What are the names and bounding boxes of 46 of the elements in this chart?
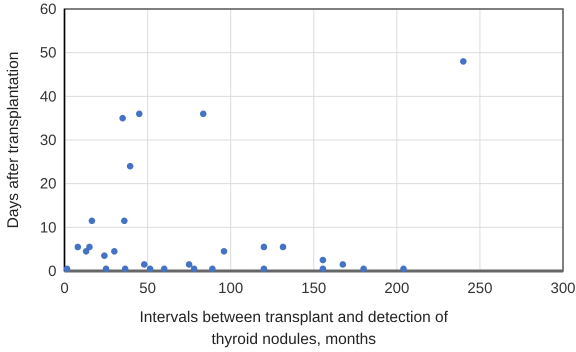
y-tick-label: 20 <box>40 176 56 193</box>
point <box>260 244 268 250</box>
point <box>400 266 407 272</box>
x-tick-label: 300 <box>550 280 576 297</box>
y-axis-title: Days after transplantation <box>5 52 22 228</box>
point <box>220 248 228 255</box>
point <box>146 266 154 272</box>
point <box>111 248 118 255</box>
point <box>102 266 110 272</box>
point <box>160 266 168 272</box>
point <box>186 261 192 268</box>
point <box>320 266 326 272</box>
x-axis-title: Intervals between transplant and detection of thyroid nodules, months <box>140 309 449 348</box>
x-tick-label: 0 <box>60 280 69 297</box>
point <box>360 266 367 272</box>
point <box>190 266 198 272</box>
point <box>260 266 268 272</box>
point <box>122 266 128 272</box>
x-tick-label: 100 <box>218 280 244 297</box>
point <box>200 110 207 118</box>
point <box>86 244 93 250</box>
x-tick-label: 50 <box>139 280 156 297</box>
point <box>64 266 70 272</box>
y-tick-label: 60 <box>40 1 56 18</box>
x-tick-label: 200 <box>384 280 410 297</box>
point <box>121 217 128 224</box>
point <box>74 244 82 250</box>
point <box>280 244 286 250</box>
point <box>320 256 326 264</box>
point <box>209 266 216 272</box>
point <box>82 248 90 255</box>
y-tick-label: 0 <box>48 263 56 280</box>
x-tick-label: 250 <box>467 280 492 297</box>
point <box>340 261 346 268</box>
y-tick-label: 50 <box>40 44 56 62</box>
point <box>136 110 143 118</box>
x-tick-label: 150 <box>301 280 326 297</box>
y-tick-label: 40 <box>40 88 56 106</box>
point <box>460 58 467 65</box>
point <box>101 252 108 260</box>
point <box>126 162 134 170</box>
point <box>140 261 148 268</box>
point <box>88 217 96 224</box>
point <box>119 114 126 122</box>
y-tick-label: 30 <box>40 132 56 149</box>
y-tick-label: 10 <box>40 219 56 236</box>
